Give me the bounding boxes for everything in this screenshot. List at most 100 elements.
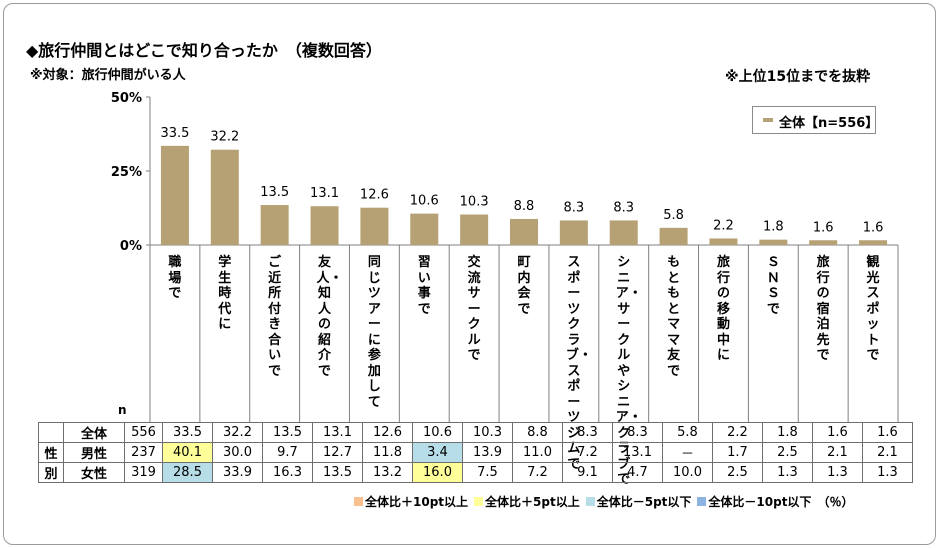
table-legend-label: 全体比－10pt以下 [708, 495, 812, 509]
bar [210, 149, 239, 245]
data-label: 12.6 [360, 188, 389, 203]
data-label: 8.8 [514, 199, 535, 214]
data-label: 1.6 [813, 220, 834, 235]
value-cell: 13.1 [312, 422, 363, 443]
table-row: 性男性 237 40.1 30.0 9.7 12.7 11.8 3.4 13.9 11.0 7.2 1… [38, 442, 913, 463]
bar [559, 220, 588, 245]
value-cell: 16.3 [262, 462, 313, 483]
data-label: 5.8 [663, 208, 684, 223]
bar [160, 145, 189, 245]
legend-label: 全体【n=556】 [779, 116, 879, 131]
bar [659, 227, 688, 245]
data-label: 8.3 [564, 200, 585, 215]
legend-square [474, 497, 484, 506]
value-cell: 1.6 [812, 422, 863, 443]
value-cell: 9.1 [562, 462, 613, 483]
bar [609, 220, 638, 245]
bar [759, 239, 788, 245]
value-cell: 5.8 [662, 422, 713, 443]
table-legend-label: 全体比－5pt以下 [596, 495, 692, 509]
data-label: 13.5 [260, 185, 289, 200]
y-tick-label: 0% [120, 239, 142, 254]
value-cell: 1.8 [762, 422, 813, 443]
bar [809, 240, 838, 245]
table-legend-item: 全体比＋10pt以上 [354, 493, 468, 510]
chart-subtitle: ※対象：旅行仲間がいる人 [30, 68, 186, 83]
category-label: 旅行の宿泊先で [816, 255, 830, 363]
table-legend: 全体比＋10pt以上 全体比＋5pt以上 全体比－5pt以下 全体比－10pt以下 （… [354, 493, 853, 510]
bar [360, 207, 389, 245]
bar [859, 240, 888, 245]
chart-title: ◆旅行仲間とはどこで知り合ったか （複数回答） [26, 41, 382, 60]
table-legend-item: 全体比－5pt以下 [585, 493, 692, 510]
chart-frame [3, 3, 936, 545]
value-cell: 33.9 [212, 462, 263, 483]
value-cell: 12.6 [362, 422, 413, 443]
data-label: 1.6 [863, 220, 884, 235]
value-cell: 8.8 [512, 422, 563, 443]
value-cell: 16.0 [412, 462, 463, 483]
value-cell: 13.1 [612, 442, 663, 463]
value-cell: 7.2 [512, 462, 563, 483]
value-cell: 1.6 [862, 422, 913, 443]
category-label: 旅行の移動中に [716, 255, 730, 363]
value-cell: 1.3 [762, 462, 813, 483]
data-label: 10.6 [410, 194, 439, 209]
value-cell: 10.3 [462, 422, 513, 443]
value-cell: 40.1 [162, 442, 213, 463]
legend-square [585, 497, 595, 506]
bar [460, 214, 489, 245]
value-cell: 13.5 [262, 422, 313, 443]
value-cell: 33.5 [162, 422, 213, 443]
bar [510, 218, 538, 245]
value-cell: 12.7 [312, 442, 363, 463]
value-cell: 2.5 [712, 462, 763, 483]
category-label: 同じツアーに参加して [367, 255, 381, 410]
bar [410, 213, 439, 245]
data-label: 32.2 [210, 130, 239, 145]
n-header: n [118, 403, 127, 417]
category-label: 町内会で [517, 255, 531, 317]
value-cell: 32.2 [212, 422, 263, 443]
category-label: 学生時代に [218, 255, 232, 332]
value-cell: 13.2 [362, 462, 413, 483]
value-cell: 11.0 [512, 442, 563, 463]
category-label: ＳＮＳで [766, 255, 780, 317]
row-label: 全体 [63, 422, 125, 443]
data-label: 13.1 [310, 186, 339, 201]
category-label: 習い事で [417, 255, 431, 317]
n-cell: 556 [124, 422, 163, 443]
value-cell: 1.3 [812, 462, 863, 483]
data-label: 1.8 [763, 220, 784, 235]
value-cell: 7.5 [462, 462, 513, 483]
legend-square [697, 497, 707, 506]
legend-square [354, 497, 363, 506]
category-label: 友人・知人の紹介で [316, 255, 343, 379]
value-cell: 13.5 [312, 462, 363, 483]
value-cell: 2.1 [812, 442, 863, 463]
value-cell: 9.7 [262, 442, 313, 463]
data-label: 8.3 [613, 200, 634, 215]
y-tick-label: 25% [111, 165, 142, 180]
table-legend-label: 全体比＋5pt以上 [485, 495, 580, 509]
value-cell: 13.9 [462, 442, 513, 463]
unit-label: （％） [817, 495, 854, 509]
top15-note: ※上位15位までを抜粋 [725, 69, 871, 85]
n-cell: 319 [124, 462, 163, 483]
value-cell: 1.7 [712, 442, 763, 463]
value-cell: 10.6 [412, 422, 463, 443]
data-table: 全体 556 33.5 32.2 13.5 13.1 12.6 10.6 10.3 8.8 8.3 8… [38, 422, 913, 483]
series-legend: 全体【n=556】 [752, 106, 879, 134]
value-cell: 2.1 [862, 442, 913, 463]
value-cell: 4.7 [612, 462, 663, 483]
value-cell: 11.8 [362, 442, 413, 463]
bar [260, 205, 289, 245]
value-cell: 8.3 [562, 422, 613, 443]
group-cell [38, 422, 64, 443]
category-label: ご近所付き合いで [268, 255, 282, 379]
data-label: 33.5 [160, 126, 189, 141]
category-label: 交流サークルで [467, 255, 481, 363]
data-label: 10.3 [460, 195, 489, 210]
value-cell: 7.2 [562, 442, 613, 463]
